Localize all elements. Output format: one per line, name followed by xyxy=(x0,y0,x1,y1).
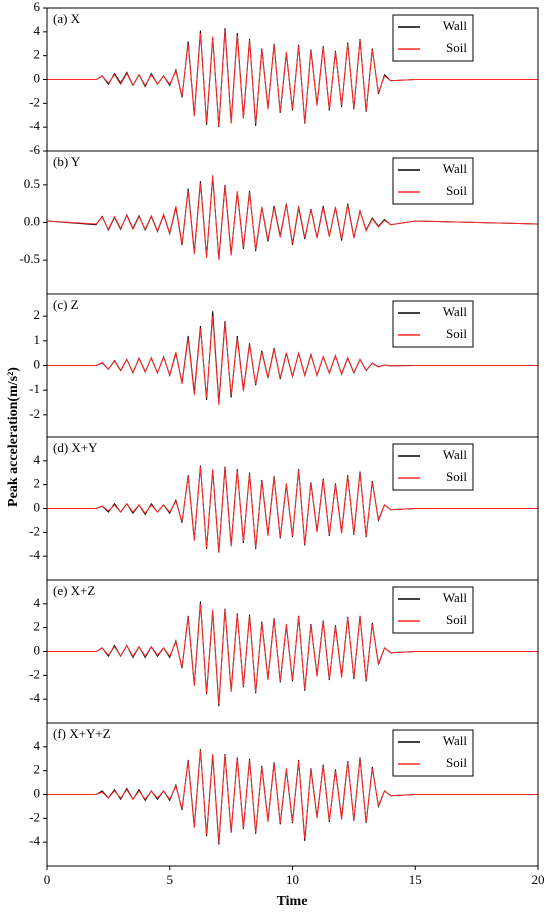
x-tick-label: 0 xyxy=(44,872,51,887)
series-line xyxy=(47,30,538,127)
y-tick-label: -4 xyxy=(29,118,40,133)
legend-label: Soil xyxy=(446,612,467,627)
y-tick-label: -2 xyxy=(29,406,40,421)
legend-box xyxy=(392,157,474,205)
y-tick-label: 4 xyxy=(34,595,41,610)
y-tick-label: -4 xyxy=(29,547,40,562)
y-tick-label: 0 xyxy=(34,70,41,85)
y-tick-label: -6 xyxy=(29,142,40,157)
legend-box xyxy=(392,729,474,777)
y-tick-label: 1 xyxy=(34,332,41,347)
legend-label: Wall xyxy=(443,733,468,748)
series-line xyxy=(47,603,538,704)
panel-title: (e) X+Z xyxy=(53,583,95,598)
legend-label: Soil xyxy=(446,40,467,55)
y-tick-label: 0 xyxy=(34,499,41,514)
y-tick-label: 0 xyxy=(34,356,41,371)
y-tick-label: 6 xyxy=(34,0,41,14)
x-tick-label: 10 xyxy=(286,872,299,887)
y-tick-label: -1 xyxy=(29,381,40,396)
panel-title: (b) Y xyxy=(53,154,81,169)
y-tick-label: -2 xyxy=(29,523,40,538)
y-tick-label: 0 xyxy=(34,642,41,657)
x-axis-label: Time xyxy=(277,894,308,909)
y-tick-label: 0.0 xyxy=(24,213,40,228)
series-line xyxy=(47,466,538,552)
x-tick-label: 20 xyxy=(532,872,545,887)
y-tick-label: -4 xyxy=(29,833,40,848)
y-tick-label: 4 xyxy=(34,452,41,467)
legend-label: Wall xyxy=(443,590,468,605)
legend-label: Wall xyxy=(443,18,468,33)
series-line xyxy=(46,175,539,261)
x-tick-label: 5 xyxy=(167,872,174,887)
y-tick-label: 2 xyxy=(34,307,41,322)
y-tick-label: -2 xyxy=(29,809,40,824)
series-line xyxy=(47,316,538,405)
y-tick-label: 2 xyxy=(34,619,41,634)
y-tick-label: -4 xyxy=(29,690,40,705)
y-tick-label: 2 xyxy=(34,47,41,62)
y-tick-label: -0.5 xyxy=(19,251,40,266)
y-tick-label: -2 xyxy=(29,666,40,681)
y-tick-label: 2 xyxy=(34,762,41,777)
panel-title: (c) Z xyxy=(53,297,79,312)
legend-label: Wall xyxy=(443,161,468,176)
y-tick-label: 0.5 xyxy=(24,176,40,191)
legend-box xyxy=(392,300,474,348)
legend-box xyxy=(392,14,474,62)
legend-label: Soil xyxy=(446,183,467,198)
panel-title: (f) X+Y+Z xyxy=(53,726,111,741)
legend-label: Wall xyxy=(443,447,468,462)
y-tick-label: 4 xyxy=(34,23,41,38)
panel-title: (d) X+Y xyxy=(53,440,98,455)
legend-label: Soil xyxy=(446,326,467,341)
series-line xyxy=(47,750,538,843)
legend-label: Wall xyxy=(443,304,468,319)
y-tick-label: 2 xyxy=(34,476,41,491)
legend-box xyxy=(392,443,474,491)
y-tick-label: -2 xyxy=(29,94,40,109)
y-tick-label: 0 xyxy=(34,785,41,800)
y-tick-label: 4 xyxy=(34,738,41,753)
y-axis-label: Peak acceleration(m/s²) xyxy=(6,367,21,507)
legend-label: Soil xyxy=(446,469,467,484)
legend-box xyxy=(392,586,474,634)
x-tick-label: 15 xyxy=(409,872,422,887)
panel-title: (a) X xyxy=(53,11,81,26)
legend-label: Soil xyxy=(446,755,467,770)
